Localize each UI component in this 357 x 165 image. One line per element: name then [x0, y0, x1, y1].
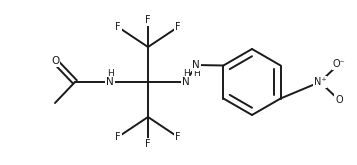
- Text: O: O: [335, 95, 343, 105]
- Text: H: H: [193, 69, 199, 79]
- Text: N: N: [106, 77, 114, 87]
- Text: F: F: [175, 132, 181, 142]
- Text: N: N: [192, 60, 200, 70]
- Text: F: F: [175, 22, 181, 32]
- Text: O⁻: O⁻: [333, 59, 345, 69]
- Text: H: H: [107, 68, 114, 78]
- Text: N⁺: N⁺: [314, 77, 326, 87]
- Text: N: N: [182, 77, 190, 87]
- Text: F: F: [115, 132, 121, 142]
- Text: F: F: [115, 22, 121, 32]
- Text: H: H: [183, 68, 189, 78]
- Text: O: O: [51, 56, 59, 66]
- Text: F: F: [145, 15, 151, 25]
- Text: F: F: [145, 139, 151, 149]
